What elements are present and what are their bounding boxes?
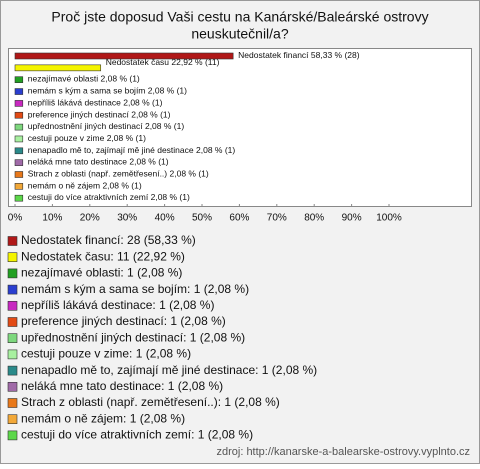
bar-label: Nedostatek financí 58,33 % (28) [238,50,360,60]
legend-swatch [7,381,18,392]
bar-label: preference jiných destinací 2,08 % (1) [28,110,171,120]
x-tick-label: 20% [80,213,100,224]
bar [14,111,24,119]
bar-category: cestuji pouze v zime [28,133,105,143]
bar-label: Strach z oblasti (např. zemětřesení..) 2… [28,169,209,179]
legend-label: nenapadlo mě to, zajímají mě jiné destin… [21,363,317,377]
bar [14,183,24,190]
legend-label: nepříliš láká­vá destinace: 1 (2,08 %) [21,298,214,312]
legend-label: Strach z oblasti (např. zemětřesení..): … [21,395,280,409]
bar-label: nemám s kým a sama se bojím 2,08 % (1) [28,86,187,96]
legend-swatch [7,349,18,360]
legend-label: nezajímavé oblasti: 1 (2,08 %) [21,266,182,280]
bar [14,194,24,202]
bar-label: upřednostnění jiných destinací 2,08 % (1… [28,121,185,131]
bar [14,100,24,107]
bar [14,88,24,95]
bar-category: cestuji do více atraktivních zemí [28,192,149,202]
value-label: 2,08 % (1) [145,121,184,131]
x-tick-label: 50% [192,213,212,224]
value-label: 58,33 % (28) [311,50,360,60]
value-label: 2,08 % (1) [101,74,140,84]
legend-swatch [7,284,18,295]
value-label: 2,08 % (1) [170,169,209,179]
x-tick-label: 40% [155,213,175,224]
bar-label: neláká mne tato destinace 2,08 % (1) [28,157,169,167]
bar [14,147,24,155]
bar-category: nemám o ně zájem [28,181,100,191]
bar-category: nezajímavé oblasti [28,74,99,84]
bar-label: Nedostatek času 22,92 % (11) [106,57,220,67]
bar-category: neláká mne tato destinace [28,157,128,167]
x-tick-label: 100% [376,213,402,224]
legend-swatch [7,333,18,344]
value-label: 2,08 % (1) [151,192,190,202]
value-label: 22,92 % (11) [171,57,219,67]
x-tick-label: 90% [342,213,362,224]
legend-swatch [7,365,18,376]
value-label: 2,08 % (1) [148,86,187,96]
legend-swatch [7,317,18,327]
value-label: 2,08 % (1) [107,133,146,143]
x-tick-label: 30% [117,213,137,224]
source: zdroj: http://kanarske-a-balearske-ostro… [216,446,470,458]
bar-label: nenapadlo mě to, zajímají mě jiné destin… [28,145,236,155]
legend-label: cestuji do více atraktivních zemí: 1 (2,… [21,428,253,442]
bar-category: Strach z oblasti (např. zemětřesení..) [28,169,168,179]
legend-label: Nedostatek financí: 28 (58,33 %) [21,233,196,247]
bar-label: cestuji do více atraktivních zemí 2,08 %… [28,192,190,202]
bar-category: nenapadlo mě to, zajímají mě jiné destin… [28,145,194,155]
bar [14,135,24,143]
bar-category: Nedostatek financí [238,50,309,60]
bar-label: nepříliš láká­vá destinace 2,08 % (1) [28,98,163,108]
x-tick-label: 80% [304,213,324,224]
value-label: 2,08 % (1) [123,98,162,108]
bar [14,76,24,83]
chart-title: neuskutečnil/a? [191,26,289,42]
legend-label: cestuji pouze v zime: 1 (2,08 %) [21,347,191,361]
legend-label: nemám o ně zájem: 1 (2,08 %) [21,411,185,425]
legend-label: neláká mne tato destinace: 1 (2,08 %) [21,379,223,393]
bar [14,52,234,60]
plot-area [8,48,472,207]
bar-label: nezajímavé oblasti 2,08 % (1) [28,74,140,84]
legend-swatch [7,268,18,279]
bar [14,159,24,166]
bar [14,64,102,72]
x-tick-label: 0% [8,213,23,224]
legend-swatch [7,300,18,311]
x-tick-label: 70% [267,213,287,224]
bar-category: Nedostatek času [106,57,170,67]
bar [14,123,24,131]
legend-swatch [7,236,18,246]
value-label: 2,08 % (1) [131,110,170,120]
bar [14,171,24,178]
legend-swatch [7,252,18,262]
value-label: 2,08 % (1) [196,145,235,155]
bar-label: cestuji pouze v zime 2,08 % (1) [28,133,146,143]
legend-label: Nedostatek času: 11 (22,92 %) [21,249,185,263]
legend-label: nemám s kým a sama se bojím: 1 (2,08 %) [21,282,249,296]
x-tick-label: 10% [42,213,62,224]
legend-swatch [7,414,18,425]
bar-category: preference jiných destinací [28,110,130,120]
legend-swatch [7,430,18,441]
chart-title: Proč jste doposud Vaši cestu na Kanárské… [51,9,428,25]
bar-category: nemám s kým a sama se bojím [28,86,146,96]
bar-category: nepříliš láká­vá destinace [28,98,121,108]
bar-category: upřednostnění jiných destinací [28,121,143,131]
legend-label: upřednostnění jiných destinací: 1 (2,08 … [21,330,245,344]
legend-label: preference jiných destinací: 1 (2,08 %) [21,314,226,328]
legend-swatch [7,398,18,408]
value-label: 2,08 % (1) [129,157,168,167]
x-tick-label: 60% [229,213,249,224]
value-label: 2,08 % (1) [102,181,141,191]
bar-label: nemám o ně zájem 2,08 % (1) [28,181,142,191]
